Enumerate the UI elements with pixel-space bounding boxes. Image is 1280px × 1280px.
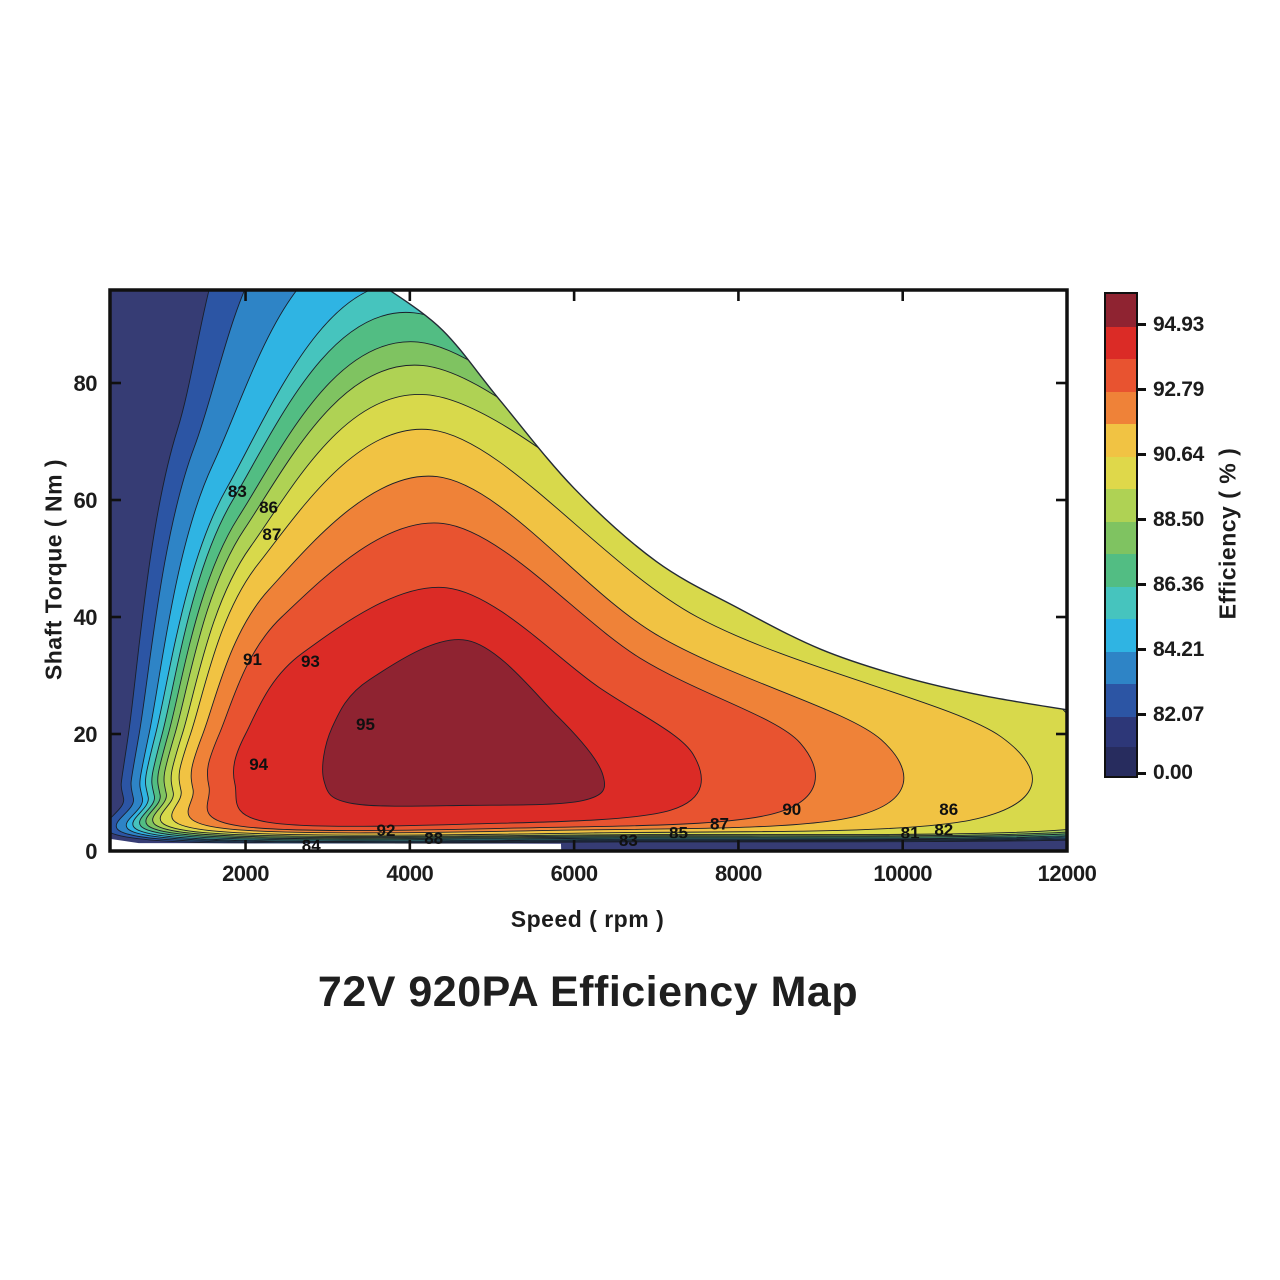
contour-label-85: 85 [669, 823, 688, 842]
contour-label-88: 88 [424, 829, 443, 848]
contour-label-81: 81 [901, 823, 920, 842]
x-axis-label: Speed ( rpm ) [510, 906, 665, 932]
colorbar-band-1 [1106, 326, 1136, 359]
colorbar-band-5 [1106, 456, 1136, 489]
contour-label-91: 91 [243, 650, 262, 669]
colorbar-band-6 [1106, 489, 1136, 522]
contour-label-95: 95 [356, 715, 375, 734]
colorbar-tick [1137, 323, 1146, 326]
contour-label-86: 86 [939, 800, 958, 819]
colorbar-band-3 [1106, 391, 1136, 424]
colorbar-tick [1137, 583, 1146, 586]
contour-label-82: 82 [934, 820, 953, 839]
colorbar-tick-label-94.93: 94.93 [1153, 312, 1205, 336]
chart-title: 72V 920PA Efficiency Map [317, 968, 859, 1016]
x-tick-label-4000: 4000 [386, 861, 433, 886]
colorbar-axis-label: Efficiency ( % ) [1214, 447, 1241, 620]
colorbar-band-12 [1106, 684, 1136, 717]
contour-label-86: 86 [259, 498, 278, 517]
contour-label-87: 87 [262, 525, 281, 544]
contour-label-87: 87 [710, 815, 729, 834]
y-axis-label: Shaft Torque ( Nm ) [40, 458, 67, 681]
contour-label-90: 90 [782, 800, 801, 819]
colorbar-band-14 [1106, 746, 1136, 776]
contour-label-93: 93 [301, 652, 320, 671]
y-tick-label-80: 80 [74, 371, 98, 396]
y-tick-label-20: 20 [74, 722, 98, 747]
contour-label-92: 92 [377, 821, 396, 840]
colorbar-tick [1137, 518, 1146, 521]
colorbar-band-7 [1106, 521, 1136, 554]
plot-area [110, 290, 1067, 851]
contour-band-94.93 [322, 639, 606, 807]
colorbar-tick-label-90.64: 90.64 [1153, 442, 1205, 466]
colorbar-tick-label-88.50: 88.50 [1153, 507, 1205, 531]
colorbar-band-4 [1106, 424, 1136, 457]
colorbar-tick [1137, 388, 1146, 391]
y-tick-label-40: 40 [74, 605, 98, 630]
x-tick-label-10000: 10000 [873, 861, 932, 886]
colorbar-band-11 [1106, 651, 1136, 684]
tick-labels: 2000 4000 6000 8000 10000 12000 0 20 40 60 80 [74, 371, 1098, 886]
colorbar-band-9 [1106, 586, 1136, 619]
y-tick-label-0: 0 [85, 839, 97, 864]
torque-envelope-line [388, 290, 1067, 711]
axis-ticks [111, 291, 1069, 853]
contour-label-83: 83 [619, 831, 638, 850]
contour-label-83: 83 [228, 482, 247, 501]
x-tick-label-6000: 6000 [551, 861, 598, 886]
x-tick-label-8000: 8000 [715, 861, 762, 886]
colorbar-band-10 [1106, 619, 1136, 652]
colorbar-tick-label-0.00: 0.00 [1153, 761, 1193, 784]
colorbar-tick [1137, 771, 1146, 775]
colorbar-tick-label-82.07: 82.07 [1153, 702, 1205, 726]
colorbar-tick [1137, 713, 1146, 716]
axes-spines [108, 288, 1069, 853]
colorbar-band-13 [1106, 716, 1136, 747]
x-tick-label-2000: 2000 [222, 861, 269, 886]
colorbar-tick [1137, 648, 1146, 651]
contour-label-94: 94 [249, 755, 268, 774]
colorbar-tick-label-92.79: 92.79 [1153, 377, 1205, 401]
colorbar-tick [1137, 453, 1146, 456]
x-tick-label-12000: 12000 [1038, 861, 1097, 886]
colorbar-band-2 [1106, 359, 1136, 392]
colorbar-band-8 [1106, 554, 1136, 587]
colorbar-tick-label-86.36: 86.36 [1153, 572, 1205, 596]
colorbar-band-0 [1106, 294, 1136, 327]
y-tick-label-60: 60 [74, 488, 98, 513]
efficiency-colorbar [1104, 292, 1138, 778]
colorbar-tick-label-84.21: 84.21 [1153, 637, 1205, 661]
